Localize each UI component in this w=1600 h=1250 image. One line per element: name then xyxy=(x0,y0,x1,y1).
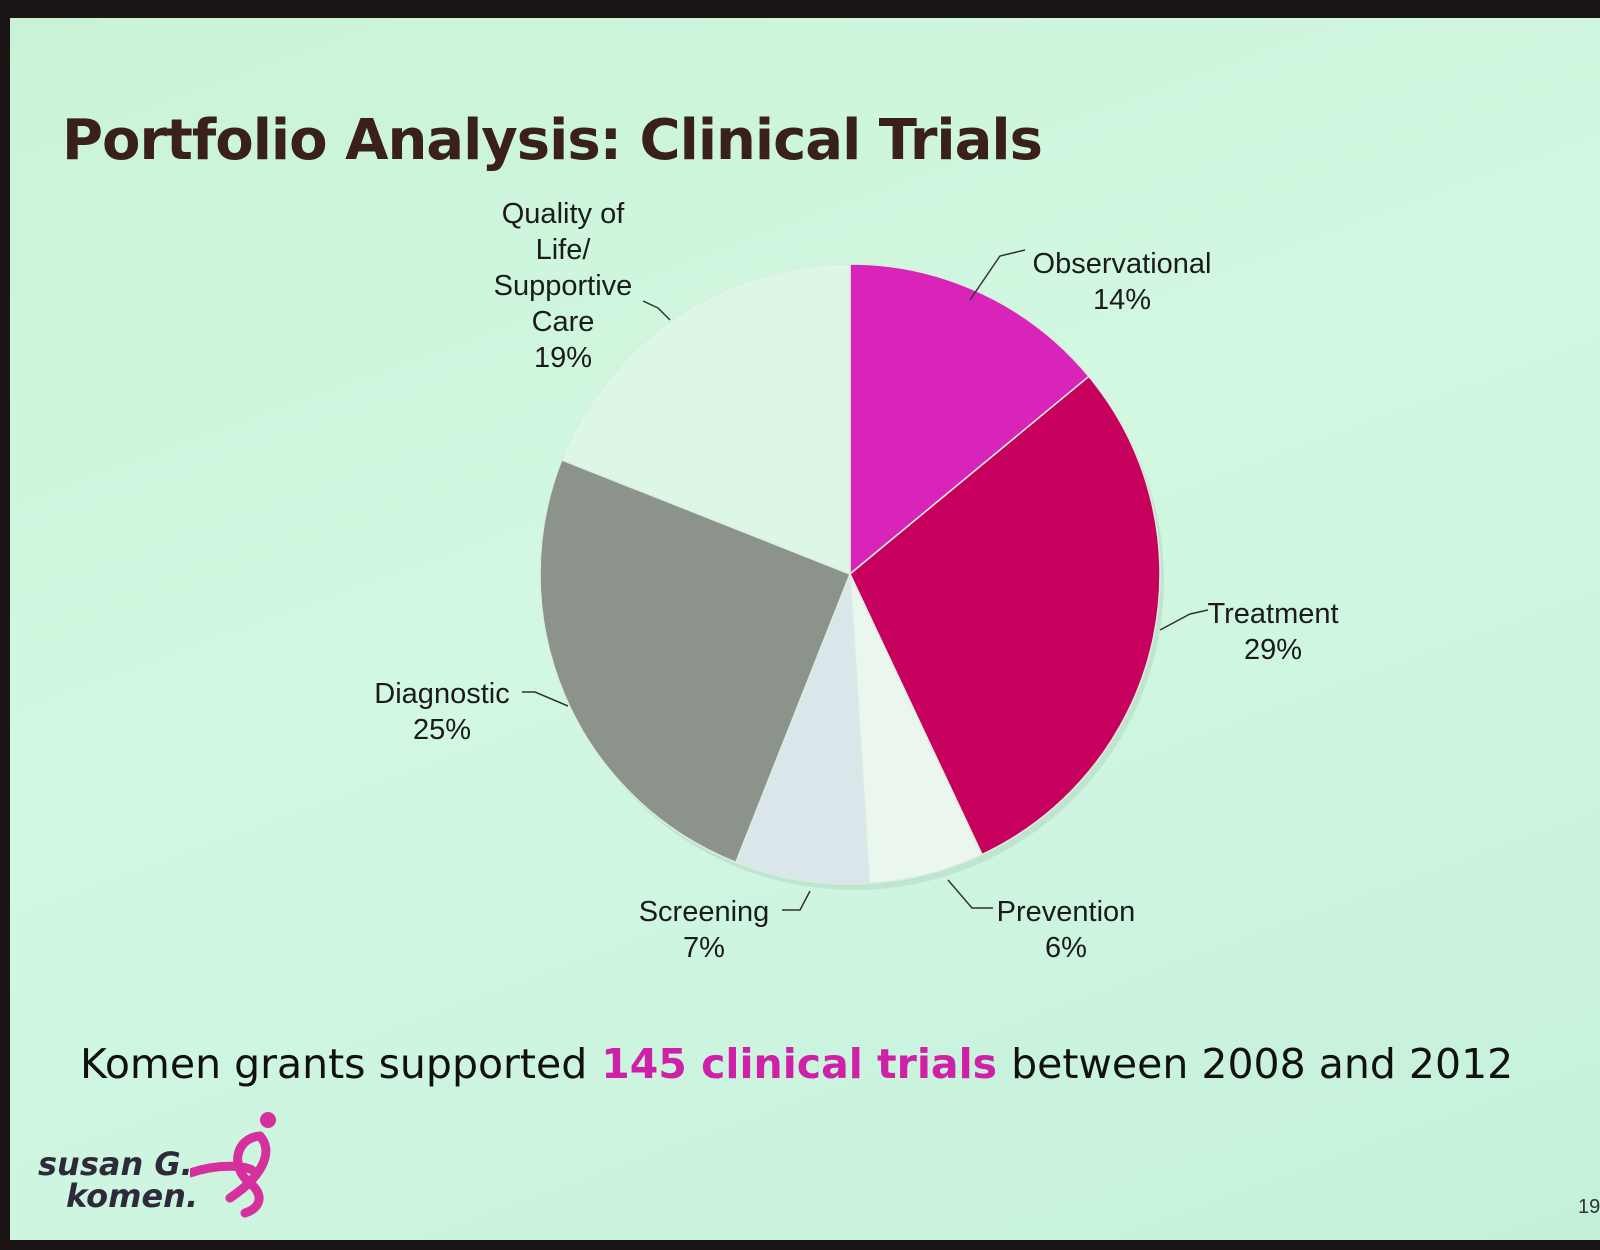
value-label: 7% xyxy=(683,932,725,964)
leader-line xyxy=(642,300,671,321)
chart xyxy=(522,249,1209,911)
category-label: Observational xyxy=(1032,248,1212,280)
pie-slice xyxy=(539,458,851,864)
caption-text: between 2008 and 2012 xyxy=(1011,1040,1514,1088)
pie-slice xyxy=(849,375,1161,856)
category-label: Prevention xyxy=(996,896,1136,928)
leader-line xyxy=(969,249,1026,301)
slice-label: Treatment 29% xyxy=(1183,596,1363,668)
logo-text: komen. xyxy=(66,1177,199,1215)
value-label: 29% xyxy=(1243,634,1303,666)
slide: Portfolio Analysis: Clinical Trials Kome… xyxy=(10,18,1600,1240)
caption: Komen grants supported 145 clinical trial… xyxy=(80,1040,1527,1088)
leader-line xyxy=(947,879,993,909)
logo-text: susan G. xyxy=(38,1145,193,1183)
value-label: 6% xyxy=(1045,932,1087,964)
slice-label: Observational 14% xyxy=(1032,246,1212,318)
logo-ribbon xyxy=(190,1112,276,1218)
caption-text: Komen grants supported xyxy=(80,1040,588,1088)
leader-line xyxy=(1159,609,1209,631)
category-label: Screening xyxy=(638,896,770,928)
category-label: Diagnostic xyxy=(374,678,510,710)
chart-title: Portfolio Analysis: Clinical Trials xyxy=(62,108,1043,173)
slide-number: 19 xyxy=(1578,1196,1600,1218)
pie-slice xyxy=(560,263,851,576)
slice-label: Diagnostic 25% xyxy=(352,676,532,748)
category-label: Quality of Life/ Supportive Care xyxy=(493,198,633,338)
value-label: 25% xyxy=(412,714,472,746)
logo: susan G. komen. xyxy=(38,1148,198,1212)
pie-slice xyxy=(734,573,871,885)
leader-line xyxy=(782,890,811,911)
value-label: 19% xyxy=(533,342,593,374)
slice-label: Quality of Life/ Supportive Care 19% xyxy=(483,196,643,376)
slice-label: Screening 7% xyxy=(614,894,794,966)
category-label: Treatment xyxy=(1207,598,1339,630)
pie-slice xyxy=(849,263,1090,576)
caption-highlight: 145 clinical trials xyxy=(601,1040,998,1088)
value-label: 14% xyxy=(1092,284,1152,316)
leader-line xyxy=(522,691,569,707)
slice-label: Prevention 6% xyxy=(976,894,1156,966)
